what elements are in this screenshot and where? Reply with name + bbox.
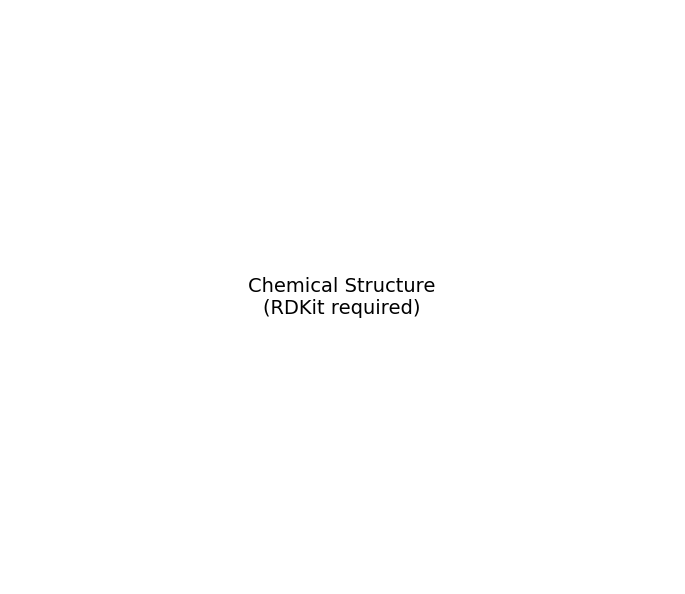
Text: Chemical Structure
(RDKit required): Chemical Structure (RDKit required) (248, 276, 436, 318)
